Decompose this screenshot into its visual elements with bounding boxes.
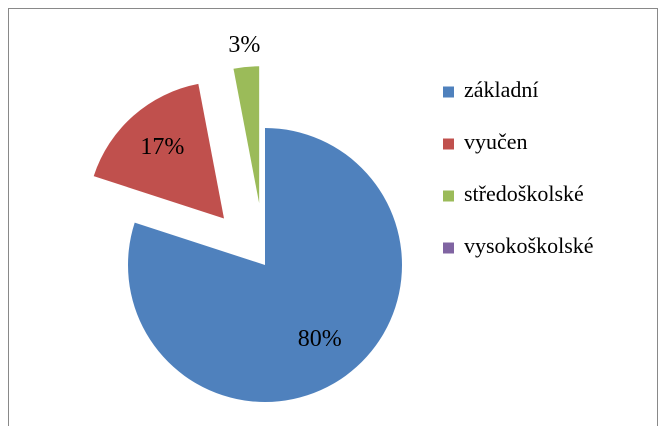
pie-slice	[233, 66, 260, 204]
slice-label: 80%	[298, 326, 342, 352]
slice-label: 3%	[228, 32, 260, 58]
legend-swatch	[443, 190, 454, 202]
legend-swatch	[443, 86, 454, 98]
legend-swatch	[443, 138, 454, 150]
legend-label: vysokoškolské	[464, 233, 594, 258]
pie-slice	[93, 83, 224, 219]
slice-label: 17%	[140, 134, 184, 160]
legend-swatch	[443, 242, 454, 254]
legend-label: vyučen	[464, 129, 528, 154]
legend-label: středoškolské	[464, 181, 584, 206]
pie-slice	[127, 128, 402, 402]
legend-label: základní	[464, 77, 539, 102]
